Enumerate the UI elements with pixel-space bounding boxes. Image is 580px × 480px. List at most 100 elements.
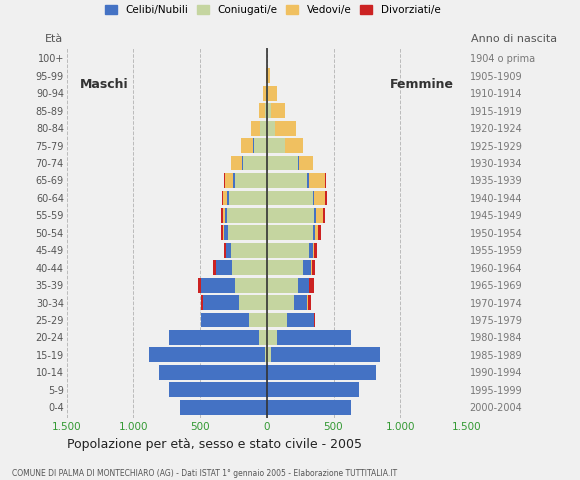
Bar xyxy=(267,69,270,84)
Bar xyxy=(224,243,226,258)
Bar xyxy=(201,312,249,327)
Bar xyxy=(311,260,313,275)
Bar xyxy=(227,208,267,223)
Bar xyxy=(244,156,267,170)
Bar xyxy=(267,243,309,258)
Bar xyxy=(198,278,201,292)
Bar xyxy=(223,208,225,223)
Bar xyxy=(265,103,267,118)
Text: Età: Età xyxy=(45,34,63,44)
Bar xyxy=(271,348,380,362)
Bar xyxy=(308,295,310,310)
Bar xyxy=(267,156,298,170)
Bar xyxy=(231,156,242,170)
Bar xyxy=(309,173,325,188)
Bar xyxy=(222,191,223,205)
Bar xyxy=(227,191,230,205)
Bar xyxy=(216,260,232,275)
Bar xyxy=(267,86,269,101)
Bar xyxy=(254,138,267,153)
Bar xyxy=(201,295,204,310)
Bar xyxy=(226,243,231,258)
Text: Anno di nascita: Anno di nascita xyxy=(471,34,557,44)
Bar xyxy=(323,208,325,223)
Bar xyxy=(269,86,277,101)
Bar xyxy=(314,191,325,205)
Bar xyxy=(230,191,267,205)
Bar xyxy=(267,121,276,136)
Bar xyxy=(270,103,285,118)
Bar xyxy=(309,278,310,292)
Bar xyxy=(169,330,259,345)
Bar xyxy=(233,173,235,188)
Bar xyxy=(313,191,314,205)
Bar xyxy=(266,348,267,362)
Bar xyxy=(267,226,313,240)
Bar xyxy=(180,400,267,415)
Bar xyxy=(260,121,267,136)
Bar xyxy=(325,173,326,188)
Bar xyxy=(232,260,267,275)
Bar xyxy=(242,156,244,170)
Bar xyxy=(288,312,314,327)
Bar xyxy=(285,138,303,153)
Bar xyxy=(267,173,307,188)
Bar xyxy=(235,173,267,188)
Bar xyxy=(310,278,314,292)
Bar xyxy=(263,86,266,101)
Bar xyxy=(307,295,308,310)
Bar xyxy=(267,382,359,397)
Text: COMUNE DI PALMA DI MONTECHIARO (AG) - Dati ISTAT 1° gennaio 2005 - Elaborazione : COMUNE DI PALMA DI MONTECHIARO (AG) - Da… xyxy=(12,468,397,478)
Bar xyxy=(318,226,321,240)
Bar xyxy=(252,121,260,136)
Bar xyxy=(267,103,270,118)
Bar xyxy=(267,295,294,310)
Bar xyxy=(267,330,277,345)
Bar xyxy=(241,138,253,153)
Bar xyxy=(253,138,254,153)
Bar xyxy=(213,260,216,275)
Bar xyxy=(313,243,314,258)
Bar xyxy=(299,156,313,170)
Bar xyxy=(303,260,311,275)
Bar xyxy=(224,226,228,240)
Bar xyxy=(267,365,376,380)
Text: Femmine: Femmine xyxy=(390,78,454,91)
Bar xyxy=(314,243,317,258)
Bar xyxy=(169,382,267,397)
Bar xyxy=(204,295,240,310)
Bar xyxy=(298,278,309,292)
Bar xyxy=(259,103,265,118)
Bar xyxy=(316,208,323,223)
Bar xyxy=(225,208,227,223)
Bar xyxy=(309,243,313,258)
Bar xyxy=(224,173,225,188)
Bar xyxy=(221,226,223,240)
Bar xyxy=(266,69,267,84)
Bar xyxy=(298,156,299,170)
Bar xyxy=(266,86,267,101)
Bar xyxy=(150,348,266,362)
Bar xyxy=(314,208,316,223)
Bar xyxy=(267,348,271,362)
Bar xyxy=(259,330,267,345)
Bar xyxy=(225,173,233,188)
Bar xyxy=(249,312,267,327)
Bar xyxy=(159,365,267,380)
Bar xyxy=(316,226,318,240)
Bar xyxy=(223,226,224,240)
Bar xyxy=(267,278,298,292)
Bar xyxy=(277,330,351,345)
Bar xyxy=(221,208,223,223)
Legend: Celibi/Nubili, Coniugati/e, Vedovi/e, Divorziati/e: Celibi/Nubili, Coniugati/e, Vedovi/e, Di… xyxy=(105,5,440,15)
Bar xyxy=(228,226,267,240)
Bar xyxy=(307,173,309,188)
Bar xyxy=(325,191,327,205)
X-axis label: Popolazione per età, sesso e stato civile - 2005: Popolazione per età, sesso e stato civil… xyxy=(67,438,362,451)
Text: Maschi: Maschi xyxy=(80,78,129,91)
Bar xyxy=(231,243,267,258)
Bar xyxy=(267,208,314,223)
Bar xyxy=(223,191,227,205)
Bar xyxy=(267,400,351,415)
Bar xyxy=(313,226,316,240)
